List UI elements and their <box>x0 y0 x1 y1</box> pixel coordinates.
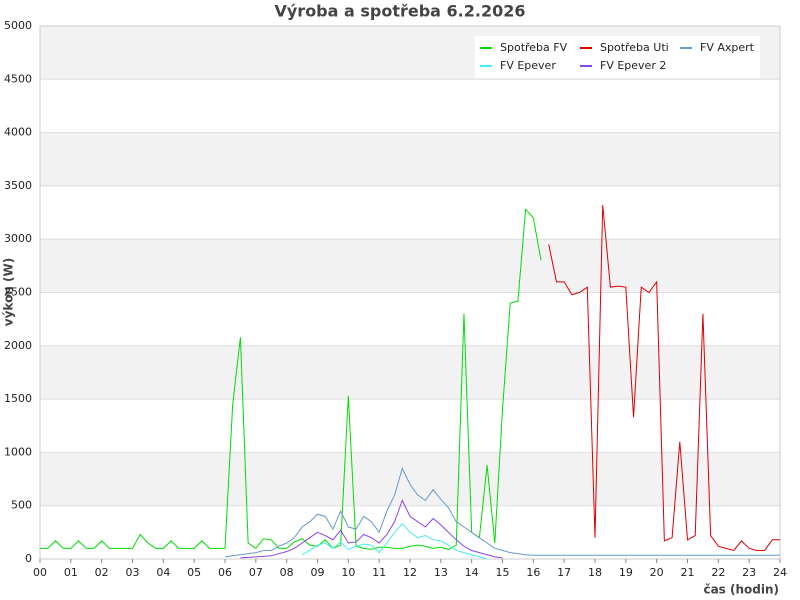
x-tick-label: 13 <box>434 566 448 579</box>
y-axis-label: výkon (W) <box>2 258 16 326</box>
x-tick-label: 23 <box>742 566 756 579</box>
y-tick-label: 1500 <box>4 392 32 405</box>
x-tick-label: 20 <box>650 566 664 579</box>
y-tick-label: 3500 <box>4 179 32 192</box>
series-line <box>40 208 542 550</box>
x-tick-label: 16 <box>526 566 540 579</box>
x-tick-label: 12 <box>403 566 417 579</box>
x-tick-label: 04 <box>156 566 170 579</box>
legend-label: Spotřeba FV <box>500 41 568 54</box>
x-tick-label: 06 <box>218 566 232 579</box>
grid-band <box>40 452 780 506</box>
x-tick-label: 09 <box>311 566 325 579</box>
y-tick-label: 0 <box>25 552 32 565</box>
series-line <box>301 523 488 560</box>
x-tick-label: 02 <box>95 566 109 579</box>
y-tick-label: 500 <box>11 499 32 512</box>
legend-label: Spotřeba Uti <box>600 41 669 54</box>
y-tick-label: 2000 <box>4 339 32 352</box>
x-tick-label: 00 <box>33 566 47 579</box>
y-tick-label: 2500 <box>4 286 32 299</box>
series-line <box>240 499 503 559</box>
x-axis-label: čas (hodin) <box>703 583 779 597</box>
y-tick-label: 4000 <box>4 126 32 139</box>
y-tick-label: 1000 <box>4 445 32 458</box>
x-tick-label: 21 <box>681 566 695 579</box>
x-tick-label: 11 <box>372 566 386 579</box>
legend-label: FV Epever 2 <box>600 59 666 72</box>
x-tick-label: 08 <box>280 566 294 579</box>
x-tick-label: 15 <box>496 566 510 579</box>
legend-label: FV Axpert <box>700 41 755 54</box>
x-tick-label: 05 <box>187 566 201 579</box>
legend-label: FV Epever <box>500 59 556 72</box>
y-tick-label: 5000 <box>4 19 32 32</box>
x-tick-label: 03 <box>126 566 140 579</box>
x-tick-label: 14 <box>465 566 479 579</box>
grid-band <box>40 345 780 400</box>
x-tick-label: 19 <box>619 566 633 579</box>
series-line <box>548 205 780 552</box>
x-tick-label: 22 <box>711 566 725 579</box>
y-tick-label: 4500 <box>4 72 32 85</box>
x-tick-label: 01 <box>64 566 78 579</box>
grid-band <box>40 239 780 293</box>
series-line <box>224 466 780 558</box>
legend: Spotřeba FV Spotřeba Uti FV Axpert FV Epeve… <box>475 36 760 78</box>
x-tick-label: 17 <box>557 566 571 579</box>
legend-box <box>475 36 760 78</box>
x-tick-label: 24 <box>773 566 787 579</box>
chart-title: Výroba a spotřeba 6.2.2026 <box>274 2 525 21</box>
x-tick-label: 10 <box>341 566 355 579</box>
x-tick-label: 07 <box>249 566 263 579</box>
x-tick-label: 18 <box>588 566 602 579</box>
y-tick-label: 3000 <box>4 232 32 245</box>
grid-band <box>40 132 780 186</box>
